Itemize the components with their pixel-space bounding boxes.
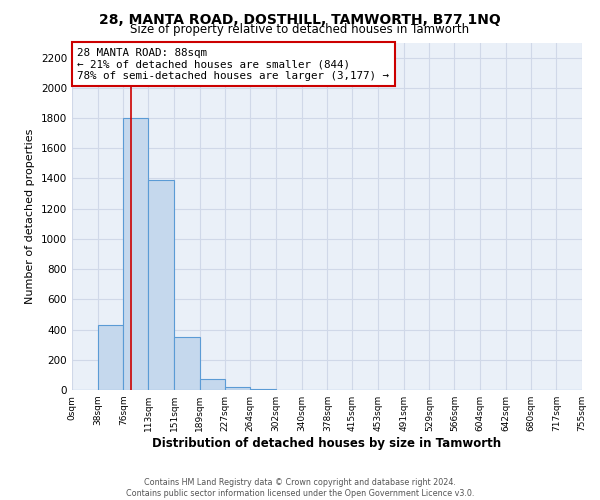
Text: Size of property relative to detached houses in Tamworth: Size of property relative to detached ho…	[130, 22, 470, 36]
Text: 28 MANTA ROAD: 88sqm
← 21% of detached houses are smaller (844)
78% of semi-deta: 28 MANTA ROAD: 88sqm ← 21% of detached h…	[77, 48, 389, 81]
Bar	[250, 389, 276, 390]
Text: 28, MANTA ROAD, DOSTHILL, TAMWORTH, B77 1NQ: 28, MANTA ROAD, DOSTHILL, TAMWORTH, B77 …	[99, 12, 501, 26]
Y-axis label: Number of detached properties: Number of detached properties	[25, 128, 35, 304]
Bar	[174, 337, 200, 390]
Bar	[200, 378, 226, 390]
Bar	[98, 325, 124, 390]
Text: Contains HM Land Registry data © Crown copyright and database right 2024.
Contai: Contains HM Land Registry data © Crown c…	[126, 478, 474, 498]
Bar	[148, 180, 174, 390]
Bar	[226, 387, 250, 390]
Bar	[124, 118, 148, 390]
X-axis label: Distribution of detached houses by size in Tamworth: Distribution of detached houses by size …	[152, 437, 502, 450]
